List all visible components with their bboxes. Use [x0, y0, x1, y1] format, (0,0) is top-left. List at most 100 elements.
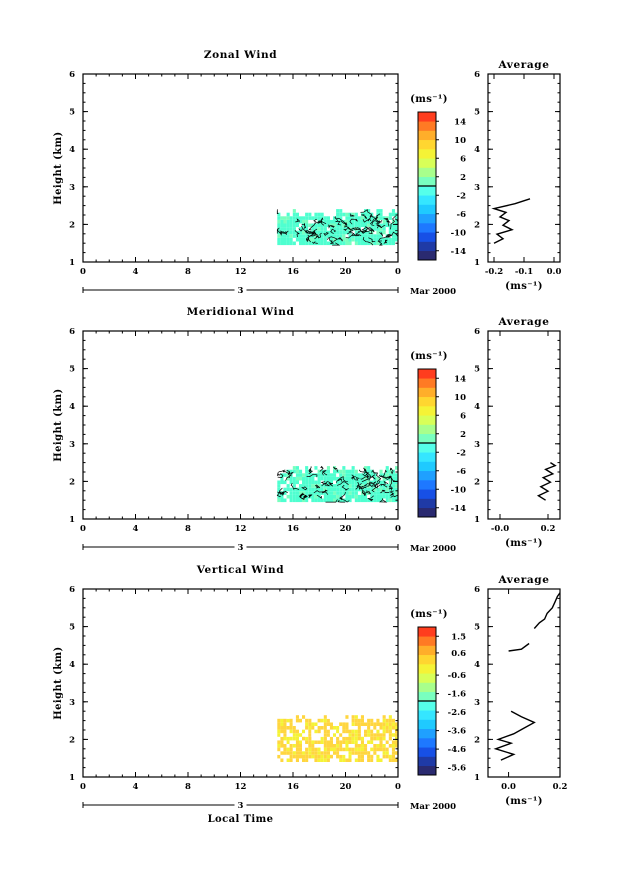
- heatmap-cell: [354, 241, 358, 246]
- contour-line: [304, 230, 316, 234]
- average-x-tick-label: -0.1: [515, 267, 533, 277]
- heatmap-cell: [283, 219, 287, 224]
- heatmap-cell: [289, 219, 293, 224]
- heatmap-cell: [320, 223, 324, 228]
- heatmap-cell: [348, 480, 352, 485]
- heatmap-cell: [280, 758, 284, 762]
- heatmap-cell: [388, 747, 392, 752]
- heatmap-cell: [329, 744, 333, 748]
- heatmap-cell: [367, 729, 371, 734]
- heatmap-cell: [348, 733, 352, 737]
- heatmap-cell: [333, 722, 337, 726]
- heatmap-cell: [329, 747, 333, 752]
- heatmap-cell: [305, 751, 309, 755]
- heatmap-cell: [342, 744, 346, 748]
- heatmap-cell: [289, 223, 293, 228]
- contour-line: [306, 473, 318, 478]
- colorbar-swatch: [418, 369, 436, 379]
- heatmap-cell: [345, 751, 349, 755]
- average-y-tick-label: 5: [474, 108, 480, 118]
- contour-line: [323, 232, 329, 236]
- heatmap-cell: [357, 237, 361, 242]
- heatmap-cell: [317, 212, 321, 217]
- contour-line: [360, 227, 369, 234]
- heatmap-cell: [302, 751, 306, 755]
- heatmap-cell: [317, 747, 321, 752]
- heatmap-cell: [354, 219, 358, 224]
- heatmap-cell: [382, 715, 386, 719]
- heatmap-cell: [308, 726, 312, 730]
- heatmap-cell: [345, 216, 349, 220]
- heatmap-cell: [388, 718, 392, 723]
- heatmap-cell: [305, 480, 309, 485]
- heatmap-cell: [286, 751, 290, 755]
- heatmap-cell: [360, 498, 364, 503]
- heatmap-cell: [320, 747, 324, 752]
- heatmap-cell: [364, 733, 368, 737]
- heatmap-cell: [388, 212, 392, 217]
- heatmap-cell: [305, 484, 309, 488]
- heatmap-cell: [395, 754, 399, 759]
- heatmap-cell: [376, 234, 380, 238]
- x-tick-label: 0: [395, 267, 401, 277]
- heatmap-cell: [367, 726, 371, 730]
- heatmap-cell: [354, 722, 358, 726]
- heatmap-cell: [317, 491, 321, 495]
- colorbar-swatch: [418, 167, 436, 178]
- heatmap-cell: [351, 715, 355, 719]
- heatmap-cell: [292, 480, 296, 485]
- heatmap-cell: [323, 241, 327, 246]
- heatmap-cell: [320, 487, 324, 492]
- heatmap-cell: [382, 480, 386, 485]
- heatmap-cell: [364, 494, 368, 499]
- heatmap-cell: [311, 487, 315, 492]
- heatmap-cell: [317, 219, 321, 224]
- contour-line: [282, 230, 289, 235]
- heatmap-cell: [388, 736, 392, 741]
- heatmap-cell: [302, 491, 306, 495]
- heatmap-cell: [379, 736, 383, 741]
- heatmap-cell: [354, 484, 358, 488]
- heatmap-cell: [348, 729, 352, 734]
- heatmap-cell: [305, 491, 309, 495]
- heatmap-cell: [302, 473, 306, 477]
- heatmap-cell: [299, 740, 303, 744]
- heatmap-cell: [320, 212, 324, 217]
- heatmap-cell: [357, 241, 361, 246]
- heatmap-cell: [289, 237, 293, 242]
- heatmap-cell: [320, 736, 324, 741]
- heatmap-cell: [351, 736, 355, 741]
- heatmap-cell: [323, 230, 327, 235]
- heatmap-cell: [305, 729, 309, 734]
- x-tick-label: 12: [235, 267, 247, 277]
- heatmap-cell: [385, 469, 389, 474]
- contour-line: [277, 491, 285, 495]
- heatmap-cell: [283, 216, 287, 220]
- heatmap-cell: [283, 729, 287, 734]
- x-tick-label: 8: [185, 267, 191, 277]
- heatmap-cell: [351, 740, 355, 744]
- heatmap-cell: [302, 722, 306, 726]
- heatmap-cell: [388, 473, 392, 477]
- heatmap-cell: [336, 736, 340, 741]
- average-y-tick-label: 5: [474, 623, 480, 633]
- contour-line: [362, 472, 371, 477]
- heatmap-cell: [395, 473, 399, 477]
- contour-line: [330, 228, 337, 234]
- heatmap-cell: [292, 744, 296, 748]
- heatmap-cell: [333, 230, 337, 235]
- heatmap-cell: [345, 744, 349, 748]
- contour-line: [379, 498, 388, 503]
- heatmap-cell: [373, 726, 377, 730]
- heatmap-cell: [385, 729, 389, 734]
- heatmap-cell: [342, 751, 346, 755]
- heatmap-cell: [323, 751, 327, 755]
- heatmap-cell: [295, 744, 299, 748]
- colorbar-swatch: [418, 673, 436, 683]
- heatmap-cell: [339, 491, 343, 495]
- heatmap-cell: [339, 219, 343, 224]
- heatmap-cell: [286, 473, 290, 477]
- contour-line: [327, 236, 339, 242]
- heatmap-cell: [339, 469, 343, 474]
- heatmap-cell: [317, 227, 321, 231]
